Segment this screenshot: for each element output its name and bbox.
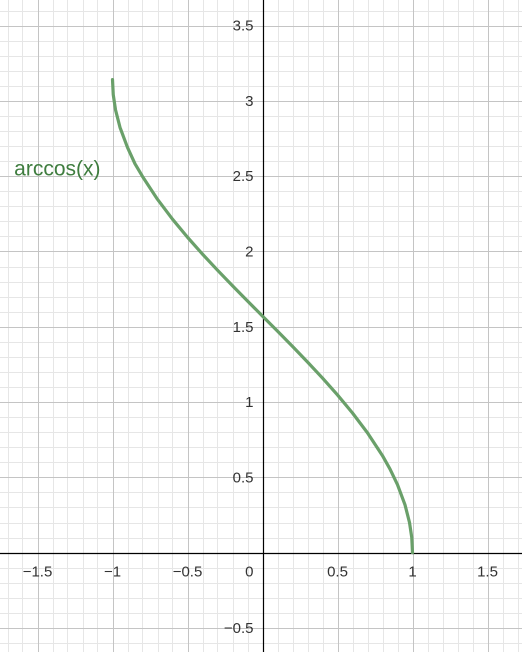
x-tick-labels: −1.5 −1 −0.5 0.5 1 1.5 [23,564,498,581]
x-tick-label: 1.5 [477,564,498,581]
y-tick-label: 2 [245,243,253,260]
y-tick-label: −0.5 [224,620,254,637]
y-tick-label: 3.5 [233,18,254,35]
series-line-arccos [110,77,415,555]
series-group [110,77,415,555]
y-tick-label: 0.5 [233,469,254,486]
x-tick-label: −0.5 [173,564,203,581]
y-tick-labels: −0.5 0.5 1 1.5 2 2.5 3 3.5 [224,18,254,637]
y-tick-label: 2.5 [233,168,254,185]
series-label-arccos: arccos(x) [14,158,100,181]
x-tick-label: 1 [408,564,416,581]
origin-tick-label: 0 [245,564,253,581]
x-tick-label: 0.5 [327,564,348,581]
x-tick-label: −1.5 [23,564,53,581]
y-tick-label: 1 [245,394,253,411]
x-tick-label: −1 [104,564,121,581]
y-tick-label: 3 [245,93,253,110]
y-tick-label: 1.5 [233,319,254,336]
